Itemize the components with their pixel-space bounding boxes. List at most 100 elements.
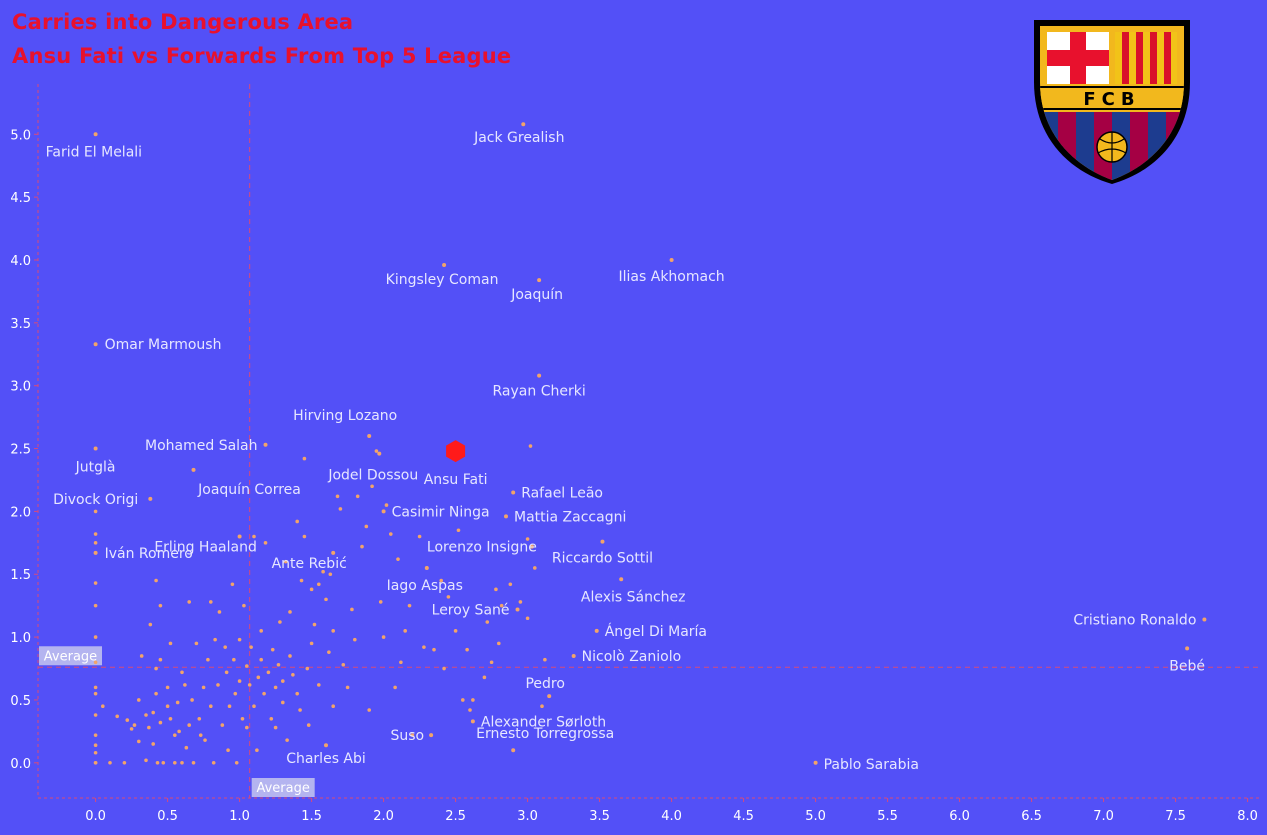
data-point: [151, 710, 155, 715]
data-point: [191, 761, 196, 765]
data-point: [378, 600, 383, 604]
average-label-box: [39, 646, 102, 666]
labeled-data-point: [331, 550, 336, 555]
data-point: [442, 666, 446, 671]
data-point: [227, 704, 232, 709]
data-point: [220, 723, 225, 727]
data-point: [298, 708, 302, 712]
data-points: [93, 122, 1207, 765]
point-label: Rayan Cherki: [493, 384, 586, 400]
x-tick-label: 7.5: [1165, 809, 1186, 824]
data-point: [317, 683, 321, 687]
data-point: [154, 666, 158, 671]
x-tick-label: 1.0: [229, 809, 250, 824]
data-point: [367, 708, 372, 712]
data-point: [226, 748, 230, 753]
data-point: [249, 645, 253, 649]
data-point: [410, 733, 415, 737]
point-label: Pedro: [525, 676, 564, 692]
data-point: [255, 748, 259, 753]
data-point: [158, 657, 163, 662]
data-point: [543, 657, 547, 662]
data-point: [101, 704, 105, 709]
x-tick-label: 7.0: [1093, 809, 1114, 824]
data-point: [93, 761, 98, 765]
point-label: Bebé: [1169, 658, 1205, 674]
data-point: [187, 723, 191, 727]
data-point: [173, 733, 177, 737]
labeled-data-point: [504, 514, 508, 519]
data-point: [165, 704, 170, 709]
labeled-data-point: [191, 467, 196, 472]
point-label: Riccardo Sottil: [552, 551, 653, 567]
x-tick-label: 6.5: [1021, 809, 1042, 824]
data-point: [305, 666, 310, 671]
data-point: [403, 629, 408, 633]
data-point: [158, 720, 163, 725]
data-point: [321, 569, 325, 574]
data-point: [273, 725, 278, 730]
data-point: [335, 494, 340, 499]
data-point: [93, 685, 98, 690]
data-point: [177, 729, 181, 734]
data-point: [281, 679, 285, 683]
data-point: [338, 507, 343, 511]
point-label: Joaquín Correa: [197, 482, 301, 498]
y-tick-label: 1.0: [10, 631, 31, 646]
labeled-data-point: [1202, 617, 1207, 622]
data-point: [331, 629, 336, 633]
data-point: [93, 635, 98, 639]
x-tick-label: 0.0: [85, 809, 106, 824]
labeled-data-point: [429, 733, 434, 738]
data-point: [461, 698, 465, 702]
y-tick-label: 4.5: [10, 191, 31, 206]
data-point: [370, 484, 374, 489]
data-point: [525, 537, 530, 541]
data-point: [242, 603, 246, 608]
y-tick-label: 0.0: [10, 757, 31, 772]
data-point: [374, 449, 379, 453]
data-point: [285, 738, 289, 742]
data-point: [122, 761, 127, 765]
data-point: [540, 704, 544, 709]
data-point: [148, 622, 153, 627]
data-point: [341, 662, 346, 667]
data-point: [360, 544, 364, 549]
data-point: [288, 610, 292, 614]
data-point: [399, 660, 403, 665]
data-point: [533, 566, 537, 570]
data-point: [165, 685, 170, 690]
point-label: Joaquín: [510, 287, 563, 303]
point-label: Farid El Melali: [46, 144, 142, 160]
labeled-data-point: [511, 748, 516, 753]
data-point: [93, 603, 98, 608]
data-point: [240, 717, 245, 721]
labeled-data-point: [521, 122, 526, 127]
data-point: [173, 761, 177, 765]
point-label: Iván Romero: [105, 546, 193, 562]
data-point: [155, 761, 160, 765]
data-point: [389, 532, 393, 536]
x-tick-label: 6.0: [949, 809, 970, 824]
data-point: [396, 557, 400, 561]
point-label: Charles Abi: [286, 751, 366, 767]
data-point: [93, 713, 98, 717]
x-tick-label: 2.0: [373, 809, 394, 824]
data-point: [158, 603, 163, 608]
data-point: [217, 610, 222, 614]
data-point: [247, 683, 252, 687]
data-point: [137, 698, 141, 702]
labeled-data-point: [813, 760, 818, 765]
crest-letters: FCB: [1083, 89, 1140, 110]
data-point: [93, 733, 98, 737]
data-point: [270, 647, 275, 652]
data-point: [309, 641, 314, 646]
data-point: [198, 733, 203, 737]
point-label: Kingsley Coman: [386, 272, 499, 288]
point-label: Jack Grealish: [473, 130, 564, 146]
data-point: [278, 620, 282, 624]
labeled-data-point: [1185, 646, 1190, 651]
y-tick-label: 2.0: [10, 505, 31, 520]
x-tick-label: 3.5: [589, 809, 610, 824]
data-point: [263, 541, 268, 545]
